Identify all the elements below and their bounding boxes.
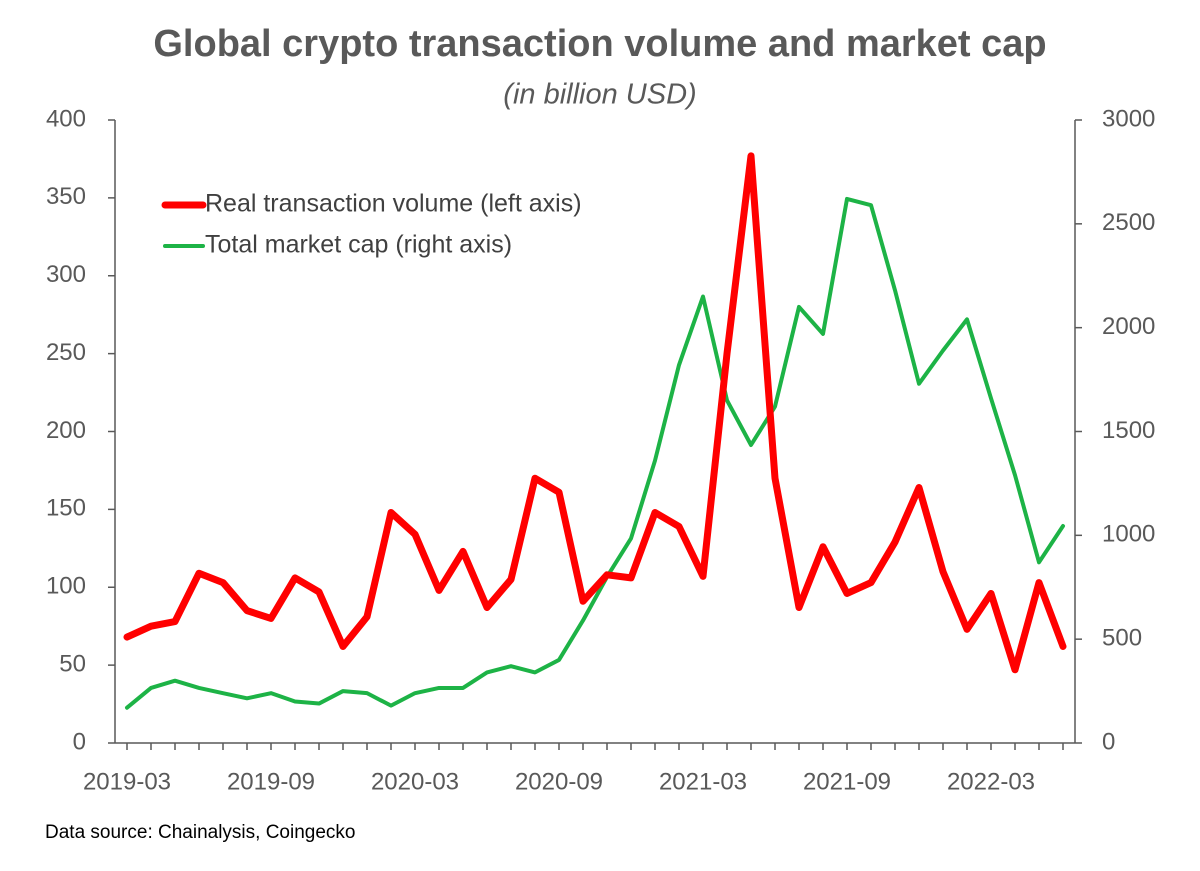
y-tick-label: 400 [46,105,86,132]
legend-label: Real transaction volume (left axis) [205,190,582,218]
y-tick-label: 300 [46,261,86,288]
y-tick-label: 200 [46,417,86,444]
y2-tick-label: 1500 [1102,417,1155,444]
series-line [125,196,1065,710]
chart-title: Global crypto transaction volume and mar… [153,23,1046,65]
y-tick-label: 0 [73,728,86,755]
x-tick-label: 2019-03 [83,768,171,795]
series-line [123,152,1067,674]
x-tick-label: 2022-03 [947,768,1035,795]
y-tick-label: 150 [46,495,86,522]
y2-tick-label: 2000 [1102,313,1155,340]
y-tick-label: 350 [46,183,86,210]
x-tick-label: 2021-03 [659,768,747,795]
y2-tick-label: 3000 [1102,105,1155,132]
source-note: Data source: Chainalysis, Coingecko [45,822,356,843]
y2-tick-label: 2500 [1102,209,1155,236]
x-tick-label: 2019-09 [227,768,315,795]
legend-label: Total market cap (right axis) [205,231,512,259]
y2-tick-label: 1000 [1102,521,1155,548]
x-tick-label: 2021-09 [803,768,891,795]
y2-tick-label: 500 [1102,625,1142,652]
x-tick-label: 2020-03 [371,768,459,795]
y-tick-label: 50 [59,650,86,677]
x-tick-label: 2020-09 [515,768,603,795]
y2-tick-label: 0 [1102,728,1115,755]
chart-subtitle: (in billion USD) [503,79,696,111]
y-tick-label: 250 [46,339,86,366]
y-tick-label: 100 [46,573,86,600]
